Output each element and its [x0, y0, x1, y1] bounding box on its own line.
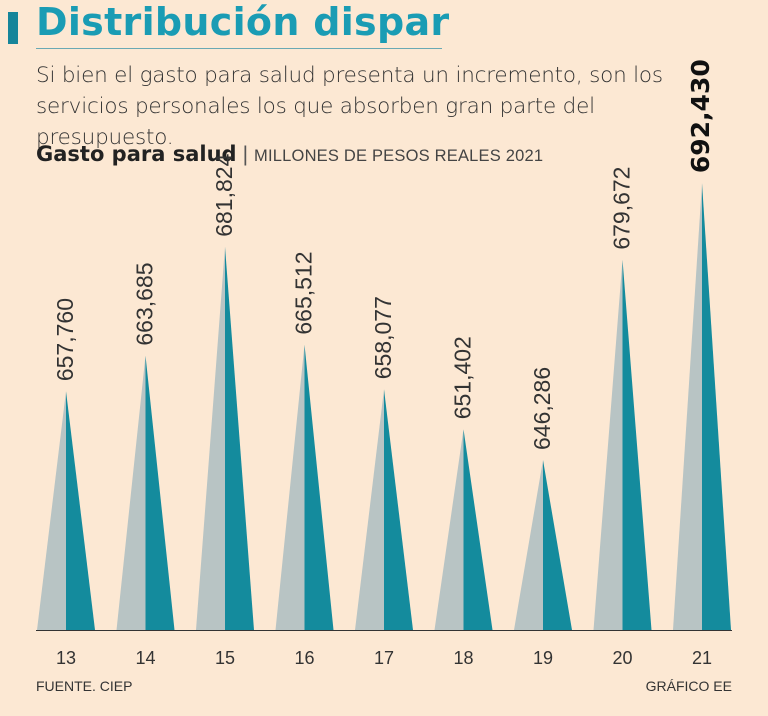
bar-left-face-15: [196, 246, 225, 630]
x-tick-label-17: 17: [374, 648, 394, 668]
title-accent-bar: [8, 12, 18, 44]
data-label-21: 692,430: [686, 59, 715, 173]
bar-right-face-13: [66, 391, 95, 630]
x-tick-label-14: 14: [135, 648, 155, 668]
bar-right-face-17: [384, 389, 413, 630]
bar-left-face-17: [355, 389, 384, 630]
x-tick-label-19: 19: [533, 648, 553, 668]
page-title: Distribución dispar: [36, 0, 450, 44]
bar-right-face-15: [225, 246, 254, 630]
bar-left-face-16: [275, 344, 305, 630]
chart-header: Gasto para salud | MILLONES DE PESOS REALE…: [36, 142, 543, 167]
x-tick-label-13: 13: [56, 648, 76, 668]
data-label-20: 679,672: [609, 167, 635, 250]
bar-right-face-16: [304, 344, 334, 630]
x-tick-label-20: 20: [612, 648, 632, 668]
data-label-17: 658,077: [370, 296, 396, 379]
bar-left-face-20: [593, 259, 623, 630]
source-note: FUENTE. CIEP: [36, 678, 133, 694]
chart-units: MILLONES DE PESOS REALES 2021: [254, 147, 544, 165]
bar-left-face-14: [116, 355, 146, 630]
bar-right-face-18: [463, 429, 493, 630]
bar-left-face-21: [673, 183, 702, 631]
bar-right-face-19: [543, 460, 572, 630]
chart-header-separator: |: [242, 143, 249, 166]
page-subtitle: Si bien el gasto para salud presenta un …: [36, 63, 663, 150]
data-label-14: 663,685: [132, 262, 158, 345]
x-tick-label-18: 18: [453, 648, 473, 668]
data-label-18: 651,402: [450, 336, 476, 419]
bar-right-face-21: [702, 183, 731, 631]
data-label-16: 665,512: [291, 252, 317, 335]
x-tick-label-21: 21: [692, 648, 712, 668]
data-label-15: 681,824: [211, 153, 237, 236]
bar-left-face-13: [37, 391, 66, 630]
bar-right-face-20: [622, 259, 652, 630]
x-tick-label-15: 15: [215, 648, 235, 668]
title-rule: [36, 48, 442, 49]
data-label-19: 646,286: [529, 367, 555, 450]
bar-right-face-14: [145, 355, 175, 630]
bar-left-face-18: [434, 429, 464, 630]
chart-title: Gasto para salud: [36, 142, 237, 166]
graphic-credit: GRÁFICO EE: [645, 678, 732, 694]
bar-left-face-19: [514, 460, 543, 630]
data-label-13: 657,760: [52, 298, 78, 381]
x-tick-label-16: 16: [294, 648, 314, 668]
